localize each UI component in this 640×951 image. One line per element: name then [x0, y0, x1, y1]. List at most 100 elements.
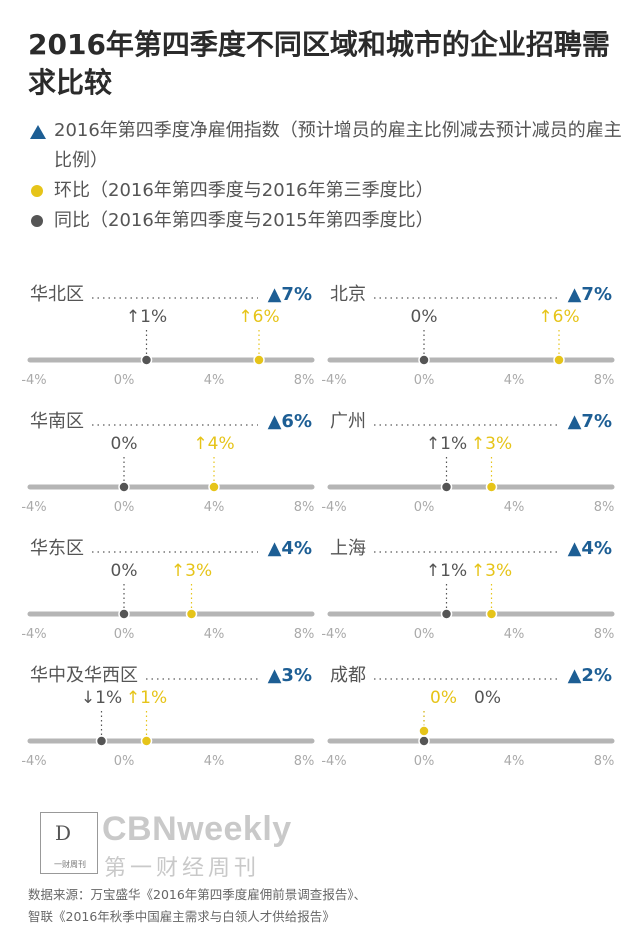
- dot-charts-svg: 华北区 ▲7% -4% 0% 4% 8% ↑1% ↑6% 北京 ▲7% -4% 0% 4% 8% 0% ↑6%…: [21, 284, 615, 769]
- region-label: 华北区: [30, 284, 84, 305]
- region-label: 华南区: [30, 411, 84, 432]
- index-label: ▲7%: [568, 284, 612, 305]
- yoy-point: [118, 608, 130, 620]
- index-label: ▲6%: [268, 411, 312, 432]
- yoy-label: ↑1%: [426, 561, 467, 581]
- tick-label: 4%: [504, 754, 525, 769]
- qoq-label: ↑1%: [126, 688, 167, 708]
- tick-label: 8%: [594, 627, 615, 642]
- tick-label: 8%: [294, 627, 315, 642]
- tick-label: -4%: [321, 627, 346, 642]
- tick-label: 4%: [504, 373, 525, 388]
- tick-label: -4%: [21, 627, 46, 642]
- yoy-label: ↑1%: [126, 307, 167, 327]
- index-label: ▲3%: [268, 665, 312, 686]
- yoy-label: ↑1%: [426, 434, 467, 454]
- tick-label: -4%: [321, 500, 346, 515]
- tick-label: 4%: [204, 627, 225, 642]
- tick-label: 0%: [414, 754, 435, 769]
- tick-label: 0%: [114, 627, 135, 642]
- yoy-point: [418, 735, 430, 747]
- tick-label: 4%: [204, 754, 225, 769]
- tick-label: 4%: [204, 500, 225, 515]
- qoq-point: [418, 725, 430, 737]
- index-label: ▲4%: [268, 538, 312, 559]
- legend-label-yoy: 同比（2016年第四季度与2015年第四季度比）: [54, 210, 434, 231]
- qoq-label: ↑6%: [538, 307, 579, 327]
- legend-item-qoq: 环比（2016年第四季度与2016年第三季度比）: [28, 176, 628, 206]
- legend-item-index: 2016年第四季度净雇佣指数（预计增员的雇主比例减去预计减员的雇主比例）: [28, 116, 628, 176]
- qoq-label: ↑3%: [171, 561, 212, 581]
- region-label: 华东区: [30, 538, 84, 559]
- index-label: ▲2%: [568, 665, 612, 686]
- tick-label: 0%: [414, 500, 435, 515]
- index-label: ▲7%: [268, 284, 312, 305]
- index-label: ▲4%: [568, 538, 612, 559]
- triangle-icon: [30, 125, 46, 139]
- source-line-2: 智联《2016年秋季中国雇主需求与白领人才供给报告》: [28, 909, 335, 924]
- logo: D 一财周刊: [40, 812, 98, 874]
- tick-label: 4%: [504, 500, 525, 515]
- tick-label: 8%: [294, 754, 315, 769]
- yoy-point: [118, 481, 130, 493]
- tick-label: 0%: [414, 627, 435, 642]
- charts-area: 华北区 ▲7% -4% 0% 4% 8% ↑1% ↑6% 北京 ▲7% -4% 0% 4% 8% 0% ↑6%…: [0, 270, 640, 790]
- index-label: ▲7%: [568, 411, 612, 432]
- region-label: 广州: [330, 411, 366, 432]
- brand-name-cn: 第一财经周刊: [104, 856, 261, 881]
- tick-label: -4%: [21, 500, 46, 515]
- region-label: 上海: [330, 538, 366, 559]
- qoq-label: 0%: [430, 688, 457, 708]
- region-label: 成都: [330, 665, 366, 686]
- source-line-1: 数据来源：万宝盛华《2016年第四季度雇佣前景调查报告》、: [28, 887, 367, 902]
- region-label: 北京: [330, 284, 366, 305]
- tick-label: 0%: [414, 373, 435, 388]
- yoy-label: 0%: [474, 688, 501, 708]
- tick-label: -4%: [21, 754, 46, 769]
- yoy-point: [440, 481, 453, 493]
- qoq-point: [553, 354, 565, 366]
- tick-label: 8%: [294, 500, 315, 515]
- logo-mark: D: [55, 821, 72, 845]
- yoy-point: [95, 735, 108, 747]
- legend-label-index: 2016年第四季度净雇佣指数（预计增员的雇主比例减去预计减员的雇主比例）: [54, 120, 622, 171]
- qoq-point: [485, 481, 498, 493]
- source-note: 数据来源：万宝盛华《2016年第四季度雇佣前景调查报告》、 智联《2016年秋季…: [28, 884, 628, 928]
- tick-label: 8%: [594, 500, 615, 515]
- tick-label: -4%: [321, 373, 346, 388]
- qoq-label: ↑6%: [238, 307, 279, 327]
- yoy-point: [440, 608, 453, 620]
- qoq-point: [140, 735, 153, 747]
- tick-label: 8%: [594, 754, 615, 769]
- tick-label: 0%: [114, 754, 135, 769]
- yoy-label: ↓1%: [81, 688, 122, 708]
- tick-label: -4%: [321, 754, 346, 769]
- tick-label: 8%: [294, 373, 315, 388]
- qoq-point: [253, 354, 265, 366]
- qoq-point: [185, 608, 198, 620]
- tick-label: 0%: [114, 373, 135, 388]
- qoq-point: [485, 608, 498, 620]
- legend-label-qoq: 环比（2016年第四季度与2016年第三季度比）: [54, 180, 434, 201]
- yoy-point: [140, 354, 153, 366]
- gray-dot-icon: [31, 215, 43, 227]
- yoy-point: [418, 354, 430, 366]
- brand-name: CBNweekly: [102, 810, 292, 848]
- legend: 2016年第四季度净雇佣指数（预计增员的雇主比例减去预计减员的雇主比例） 环比（…: [28, 116, 628, 236]
- qoq-label: ↑4%: [193, 434, 234, 454]
- tick-label: 8%: [594, 373, 615, 388]
- tick-label: 4%: [204, 373, 225, 388]
- tick-label: 0%: [114, 500, 135, 515]
- yoy-label: 0%: [111, 434, 138, 454]
- legend-item-yoy: 同比（2016年第四季度与2015年第四季度比）: [28, 206, 628, 236]
- qoq-point: [208, 481, 220, 493]
- region-label: 华中及华西区: [30, 665, 138, 686]
- qoq-label: ↑3%: [471, 561, 512, 581]
- logo-caption: 一财周刊: [54, 860, 86, 869]
- yoy-label: 0%: [411, 307, 438, 327]
- page-title: 2016年第四季度不同区域和城市的企业招聘需求比较: [28, 28, 610, 99]
- yellow-dot-icon: [31, 185, 43, 197]
- qoq-label: ↑3%: [471, 434, 512, 454]
- yoy-label: 0%: [111, 561, 138, 581]
- tick-label: 4%: [504, 627, 525, 642]
